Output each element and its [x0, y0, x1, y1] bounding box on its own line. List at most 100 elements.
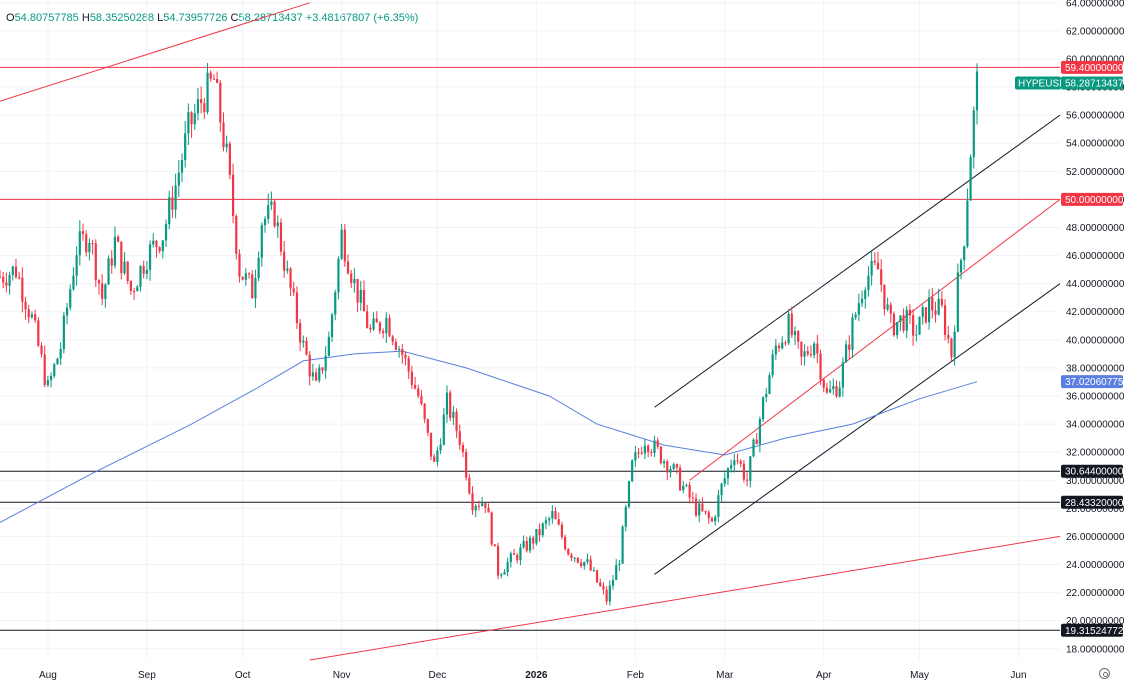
ma-price-label: 37.02060775 [1065, 377, 1124, 388]
candle-body [733, 460, 736, 466]
candle-body [27, 309, 30, 318]
high-key: H [81, 12, 90, 24]
candle-body [969, 157, 972, 201]
candle-body [822, 379, 825, 388]
y-tick-label: 60.00000000 [1066, 54, 1125, 65]
candle-body [148, 244, 152, 270]
candle-body [586, 559, 589, 563]
candle-body [959, 260, 963, 273]
trend-line [654, 283, 1061, 575]
candle-body [694, 498, 698, 516]
candle-body [311, 372, 314, 377]
y-tick-label: 64.00000000 [1066, 0, 1125, 9]
candle-body [503, 572, 506, 575]
candle-body [707, 512, 710, 519]
candle-body [132, 291, 136, 293]
x-tick-label: Dec [429, 670, 447, 681]
candle-body [375, 318, 378, 323]
y-tick-label: 40.00000000 [1066, 335, 1125, 346]
candle-body [653, 440, 656, 453]
candle-body [168, 197, 171, 225]
candle-body [276, 222, 279, 227]
candle-body [522, 541, 525, 548]
candle-body [564, 536, 567, 550]
candle-body [746, 479, 749, 481]
candle-body [921, 307, 924, 317]
candle-body [608, 585, 611, 602]
candle-body [624, 506, 627, 527]
candle-body [139, 266, 142, 287]
candle-body [465, 452, 468, 478]
candle-body [937, 298, 940, 315]
candle-body [927, 297, 931, 323]
candle-body [908, 309, 912, 316]
candle-body [548, 518, 551, 521]
candle-body [225, 143, 228, 148]
candle-body [573, 557, 576, 559]
candle-body [493, 544, 496, 547]
candle-body [902, 315, 905, 331]
candle-body [557, 519, 560, 525]
candle-body [669, 469, 672, 473]
candle-body [78, 231, 81, 256]
candle-body [97, 280, 101, 284]
candle-body [404, 354, 407, 359]
level-price-label: 59.40000000 [1065, 63, 1124, 74]
x-tick-label: Sep [138, 670, 156, 681]
candle-body [212, 78, 216, 80]
candle-body [544, 520, 548, 524]
x-tick-label: Oct [235, 670, 251, 681]
x-tick-label: Feb [627, 670, 645, 681]
candle-body [634, 452, 637, 461]
candle-body [611, 580, 615, 586]
candle-body [299, 323, 302, 343]
candle-body [314, 372, 318, 381]
symbol-tag [1015, 76, 1061, 90]
candle-body [391, 336, 394, 342]
candle-body [295, 292, 299, 324]
y-tick-label: 48.00000000 [1066, 223, 1125, 234]
candle-body [621, 526, 624, 564]
trend-line [0, 2, 310, 102]
candle-body [356, 278, 359, 303]
candle-body [190, 112, 193, 125]
candle-body [851, 317, 854, 350]
candle-body [72, 275, 75, 290]
candle-body [161, 240, 164, 252]
candle-body [950, 338, 953, 358]
candle-body [254, 277, 257, 299]
last-price-tag [1061, 76, 1123, 90]
candle-body [142, 266, 145, 274]
candle-body [346, 261, 350, 274]
candle-body [892, 313, 896, 336]
candle-body [155, 240, 158, 248]
candle-body [870, 260, 873, 276]
candle-body [599, 582, 602, 586]
candle-body [107, 258, 110, 285]
y-tick-label: 32.00000000 [1066, 448, 1125, 459]
candle-body [854, 314, 857, 318]
candle-body [953, 331, 956, 358]
candle-body [244, 273, 247, 280]
candle-body [803, 351, 806, 357]
candle-body [241, 276, 244, 280]
candle-body [723, 478, 726, 484]
open-key: O [6, 12, 15, 24]
candle-body [714, 517, 717, 522]
candle-body [883, 284, 886, 310]
candle-body [583, 562, 586, 567]
candle-body [238, 253, 241, 277]
candle-body [589, 559, 592, 571]
candle-body [768, 375, 771, 394]
candle-body [43, 354, 46, 385]
candle-body [334, 292, 337, 315]
candle-body [382, 330, 385, 334]
candle-body [324, 355, 327, 371]
x-tick-label: Aug [39, 670, 57, 681]
candle-body [222, 122, 225, 148]
settings-gear-icon[interactable] [1099, 668, 1110, 679]
candle-body [88, 243, 91, 253]
candle-body [701, 503, 704, 511]
candle-body [931, 297, 934, 311]
